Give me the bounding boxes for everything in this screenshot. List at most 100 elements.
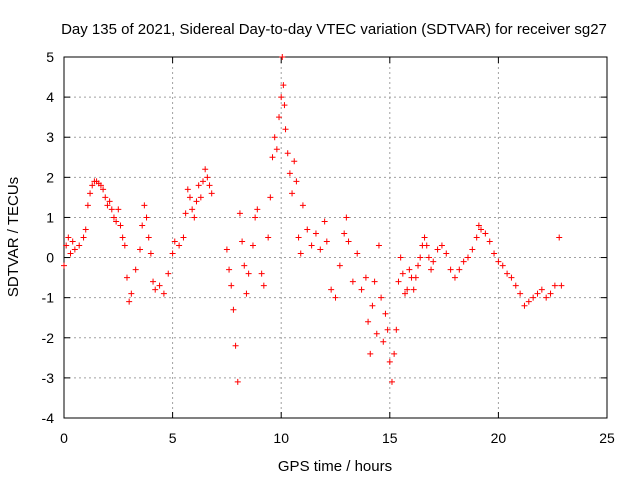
x-tick-labels: 0 5 10 15 20 25 bbox=[60, 430, 615, 446]
data-point bbox=[521, 302, 528, 309]
data-point bbox=[299, 202, 306, 209]
y-tick-label: -3 bbox=[42, 370, 55, 386]
data-point bbox=[543, 294, 550, 301]
x-tick-label: 5 bbox=[169, 430, 177, 446]
data-point bbox=[273, 146, 280, 153]
data-point bbox=[391, 350, 398, 357]
data-point bbox=[354, 250, 361, 257]
data-point bbox=[525, 298, 532, 305]
data-point bbox=[460, 258, 467, 265]
data-point bbox=[200, 178, 207, 185]
data-point bbox=[171, 238, 178, 245]
data-point bbox=[128, 290, 135, 297]
data-point bbox=[137, 246, 144, 253]
y-tick-label: 2 bbox=[46, 169, 54, 185]
data-point bbox=[176, 242, 183, 249]
y-tick-label: -4 bbox=[42, 410, 55, 426]
y-tick-label: 0 bbox=[46, 250, 54, 266]
data-point bbox=[193, 198, 200, 205]
data-point bbox=[121, 242, 128, 249]
y-axis-label: SDTVAR / TECUs bbox=[5, 177, 22, 297]
data-point bbox=[236, 210, 243, 217]
data-point bbox=[547, 290, 554, 297]
data-point bbox=[195, 182, 202, 189]
data-point bbox=[230, 306, 237, 313]
data-point bbox=[280, 82, 287, 89]
data-point bbox=[115, 206, 122, 213]
data-point bbox=[269, 154, 276, 161]
data-point bbox=[434, 246, 441, 253]
data-point bbox=[82, 226, 89, 233]
data-point bbox=[89, 182, 96, 189]
data-point bbox=[404, 286, 411, 293]
data-point bbox=[110, 214, 117, 221]
data-point bbox=[369, 302, 376, 309]
data-point bbox=[267, 194, 274, 201]
data-point bbox=[271, 134, 278, 141]
data-point bbox=[100, 186, 107, 193]
data-point bbox=[530, 294, 537, 301]
data-point bbox=[343, 214, 350, 221]
y-tick-label: -2 bbox=[42, 330, 55, 346]
data-point bbox=[197, 194, 204, 201]
data-point bbox=[473, 234, 480, 241]
data-point bbox=[478, 226, 485, 233]
data-point bbox=[245, 270, 252, 277]
y-tick-label: -1 bbox=[42, 290, 55, 306]
data-point bbox=[147, 250, 154, 257]
data-point bbox=[202, 166, 209, 173]
data-point bbox=[260, 282, 267, 289]
data-point bbox=[67, 250, 74, 257]
data-point bbox=[71, 246, 78, 253]
data-point bbox=[362, 274, 369, 281]
data-point bbox=[143, 214, 150, 221]
y-tick-label: 5 bbox=[46, 49, 54, 65]
data-point bbox=[380, 338, 387, 345]
data-point bbox=[443, 250, 450, 257]
data-point bbox=[423, 242, 430, 249]
y-tick-label: 4 bbox=[46, 89, 54, 105]
data-point bbox=[289, 190, 296, 197]
data-point bbox=[295, 234, 302, 241]
data-point bbox=[367, 350, 374, 357]
data-point bbox=[126, 298, 133, 305]
data-point bbox=[386, 358, 393, 365]
data-point bbox=[328, 286, 335, 293]
data-point bbox=[482, 230, 489, 237]
data-point bbox=[308, 242, 315, 249]
data-point bbox=[417, 254, 424, 261]
data-point bbox=[365, 318, 372, 325]
data-point bbox=[323, 238, 330, 245]
data-point bbox=[113, 218, 120, 225]
data-point bbox=[336, 262, 343, 269]
data-point bbox=[239, 238, 246, 245]
data-point bbox=[321, 218, 328, 225]
data-point bbox=[208, 190, 215, 197]
x-tick-label: 20 bbox=[491, 430, 507, 446]
data-point bbox=[293, 178, 300, 185]
data-point bbox=[430, 258, 437, 265]
data-point bbox=[341, 230, 348, 237]
data-point bbox=[447, 266, 454, 273]
data-point bbox=[349, 278, 356, 285]
data-point bbox=[456, 266, 463, 273]
data-point bbox=[76, 242, 83, 249]
data-point bbox=[169, 250, 176, 257]
data-point bbox=[438, 242, 445, 249]
y-tick-label: 1 bbox=[46, 209, 54, 225]
x-axis-label: GPS time / hours bbox=[278, 458, 392, 475]
data-point bbox=[123, 274, 130, 281]
data-point bbox=[139, 222, 146, 229]
data-point bbox=[254, 206, 261, 213]
plot-frame bbox=[63, 56, 608, 419]
data-point bbox=[186, 194, 193, 201]
data-point bbox=[304, 226, 311, 233]
data-point bbox=[538, 286, 545, 293]
data-point bbox=[204, 174, 211, 181]
data-point bbox=[384, 326, 391, 333]
data-point bbox=[397, 254, 404, 261]
data-point bbox=[282, 126, 289, 133]
data-point bbox=[291, 158, 298, 165]
data-point bbox=[534, 290, 541, 297]
